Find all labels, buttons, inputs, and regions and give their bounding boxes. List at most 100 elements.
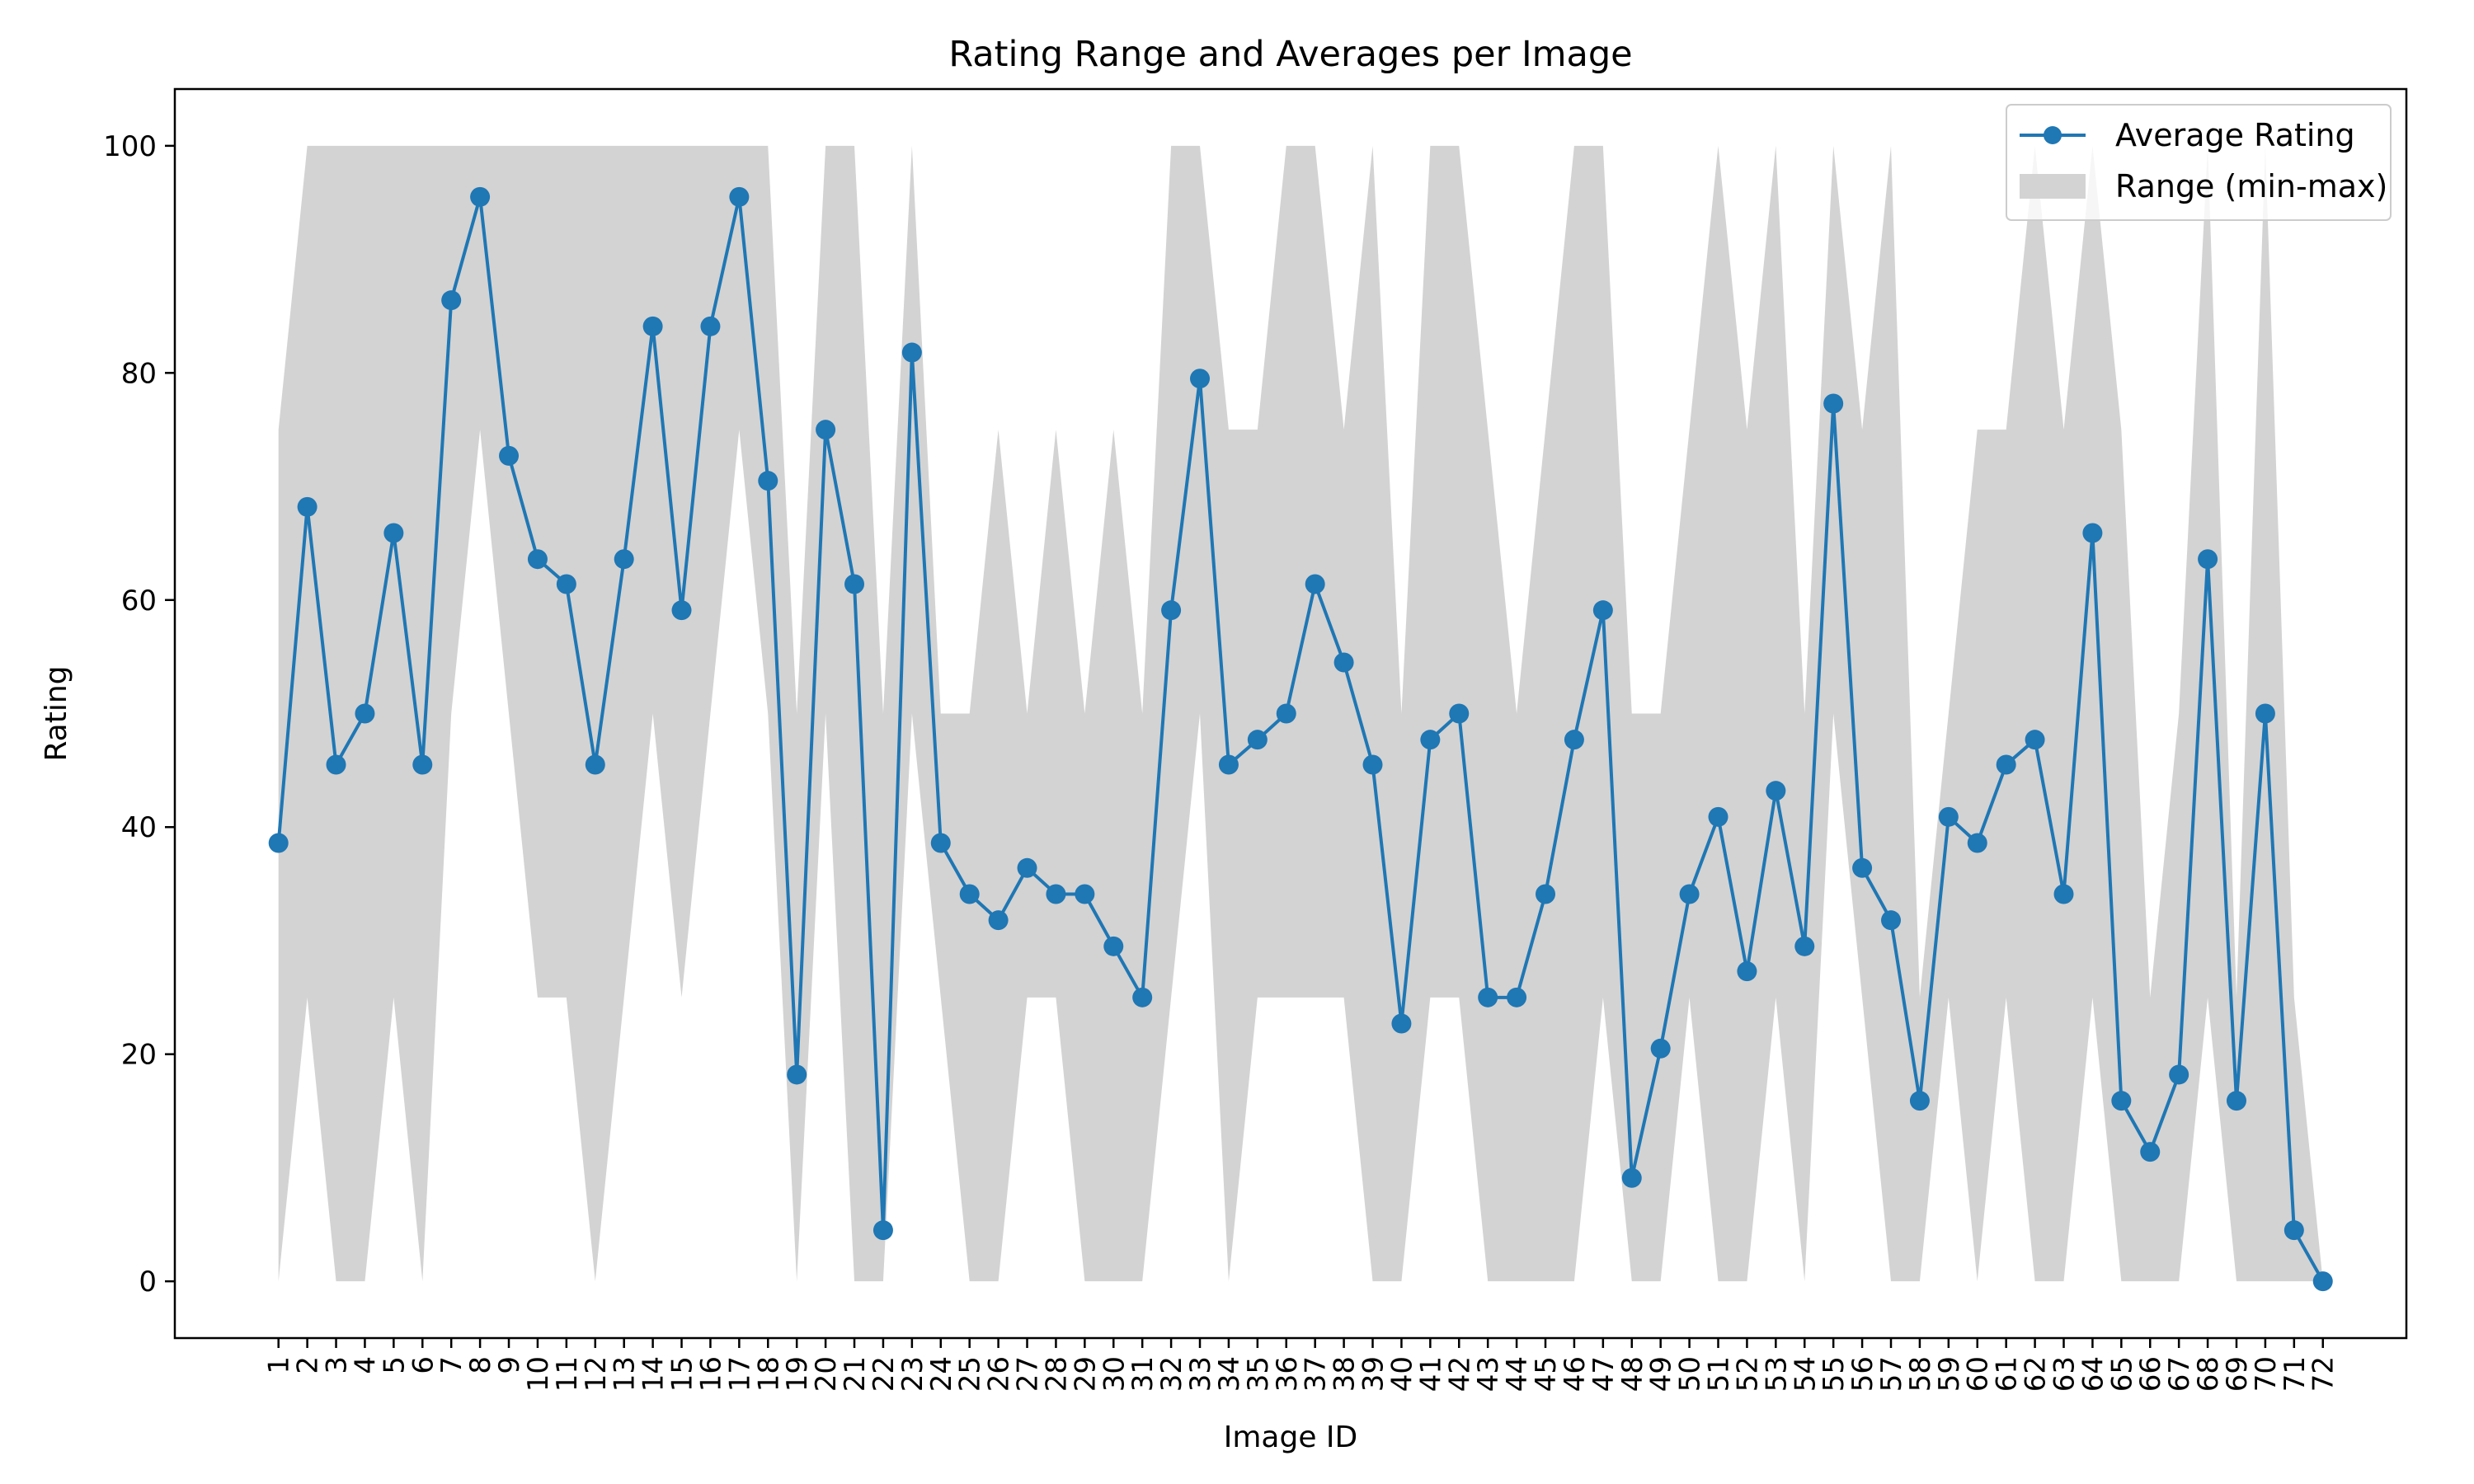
average-point-2 (297, 496, 317, 517)
average-point-25 (959, 884, 980, 904)
x-tick-label-50: 50 (1674, 1356, 1707, 1392)
x-tick-label-66: 66 (2134, 1356, 2167, 1392)
average-point-56 (1852, 857, 1873, 878)
average-point-69 (2226, 1091, 2246, 1111)
y-axis-title: Rating (40, 665, 73, 761)
average-point-57 (1881, 910, 1901, 931)
x-tick-label-51: 51 (1703, 1356, 1736, 1392)
y-tick-label-0: 0 (139, 1266, 157, 1298)
range-band (278, 145, 2323, 1282)
x-tick-label-53: 53 (1760, 1356, 1793, 1392)
x-tick-label-12: 12 (580, 1356, 613, 1392)
x-tick-label-65: 65 (2105, 1356, 2138, 1392)
average-point-37 (1305, 574, 1325, 594)
average-point-44 (1507, 987, 1527, 1007)
x-tick-label-1: 1 (263, 1356, 296, 1374)
average-point-42 (1449, 703, 1470, 724)
average-point-30 (1103, 936, 1124, 956)
average-point-8 (470, 186, 491, 207)
legend-band-swatch (2020, 174, 2086, 199)
y-tick-label-100: 100 (103, 130, 157, 163)
legend-label-range: Range (min-max) (2115, 168, 2387, 204)
average-point-11 (556, 574, 576, 594)
x-tick-label-27: 27 (1012, 1356, 1045, 1392)
axes-layer: 0204060801001234567891011121314151617181… (103, 87, 2408, 1392)
average-point-7 (441, 290, 462, 311)
x-tick-label-52: 52 (1731, 1356, 1764, 1392)
x-tick-label-36: 36 (1271, 1356, 1304, 1392)
x-tick-label-32: 32 (1155, 1356, 1188, 1392)
average-point-1 (268, 833, 289, 853)
average-point-19 (787, 1064, 807, 1085)
x-tick-label-2: 2 (292, 1356, 325, 1374)
x-tick-label-42: 42 (1443, 1356, 1476, 1392)
x-tick-label-61: 61 (1991, 1356, 2024, 1392)
range-band-layer (278, 145, 2323, 1282)
average-point-10 (527, 549, 548, 570)
x-tick-label-39: 39 (1357, 1356, 1390, 1392)
x-tick-label-9: 9 (493, 1356, 526, 1374)
x-tick-label-43: 43 (1472, 1356, 1505, 1392)
average-point-48 (1621, 1167, 1642, 1188)
x-tick-label-33: 33 (1184, 1356, 1217, 1392)
average-point-50 (1679, 884, 1700, 904)
x-tick-label-24: 24 (925, 1356, 958, 1392)
x-tick-label-21: 21 (839, 1356, 872, 1392)
y-tick-label-40: 40 (121, 811, 157, 844)
average-point-18 (758, 471, 778, 491)
x-tick-label-3: 3 (321, 1356, 354, 1374)
average-point-35 (1247, 730, 1268, 750)
legend-marker-swatch (2044, 126, 2062, 144)
average-point-51 (1708, 806, 1729, 827)
x-tick-label-49: 49 (1645, 1356, 1678, 1392)
x-tick-label-10: 10 (522, 1356, 555, 1392)
x-tick-label-17: 17 (723, 1356, 756, 1392)
average-point-16 (700, 316, 721, 336)
average-point-61 (1996, 754, 2016, 775)
x-tick-label-72: 72 (2307, 1356, 2340, 1392)
x-tick-label-28: 28 (1040, 1356, 1073, 1392)
average-point-45 (1536, 884, 1556, 904)
average-point-63 (2053, 884, 2074, 904)
x-tick-label-18: 18 (752, 1356, 785, 1392)
average-point-49 (1650, 1038, 1671, 1059)
x-tick-label-57: 57 (1875, 1356, 1908, 1392)
x-tick-label-58: 58 (1904, 1356, 1937, 1392)
average-point-62 (2025, 730, 2045, 750)
x-tick-label-44: 44 (1501, 1356, 1534, 1392)
average-point-23 (901, 342, 922, 363)
average-point-64 (2082, 523, 2103, 543)
x-tick-label-71: 71 (2279, 1356, 2312, 1392)
x-tick-label-6: 6 (407, 1356, 440, 1374)
y-tick-label-20: 20 (121, 1039, 157, 1072)
average-point-53 (1766, 781, 1786, 801)
average-point-13 (614, 549, 634, 570)
average-point-29 (1075, 884, 1095, 904)
x-tick-label-56: 56 (1846, 1356, 1879, 1392)
x-tick-label-55: 55 (1818, 1356, 1851, 1392)
average-point-33 (1190, 369, 1211, 389)
x-tick-label-26: 26 (983, 1356, 1016, 1392)
x-tick-label-13: 13 (609, 1356, 642, 1392)
average-point-71 (2284, 1220, 2304, 1241)
average-point-67 (2169, 1064, 2189, 1085)
average-point-58 (1909, 1091, 1930, 1111)
x-tick-label-20: 20 (810, 1356, 843, 1392)
average-point-68 (2198, 549, 2218, 570)
x-tick-label-22: 22 (868, 1356, 901, 1392)
average-point-15 (671, 600, 692, 621)
average-point-34 (1218, 754, 1239, 775)
x-tick-label-7: 7 (435, 1356, 468, 1374)
average-point-70 (2255, 703, 2275, 724)
average-point-14 (642, 316, 663, 336)
average-point-32 (1161, 600, 1182, 621)
x-tick-label-54: 54 (1789, 1356, 1822, 1392)
average-point-36 (1276, 703, 1296, 724)
chart-title: Rating Range and Averages per Image (948, 34, 1632, 75)
average-point-27 (1017, 857, 1037, 878)
y-tick-label-80: 80 (121, 357, 157, 390)
x-tick-label-14: 14 (637, 1356, 670, 1392)
legend: Average Rating Range (min-max) (2006, 104, 2392, 221)
